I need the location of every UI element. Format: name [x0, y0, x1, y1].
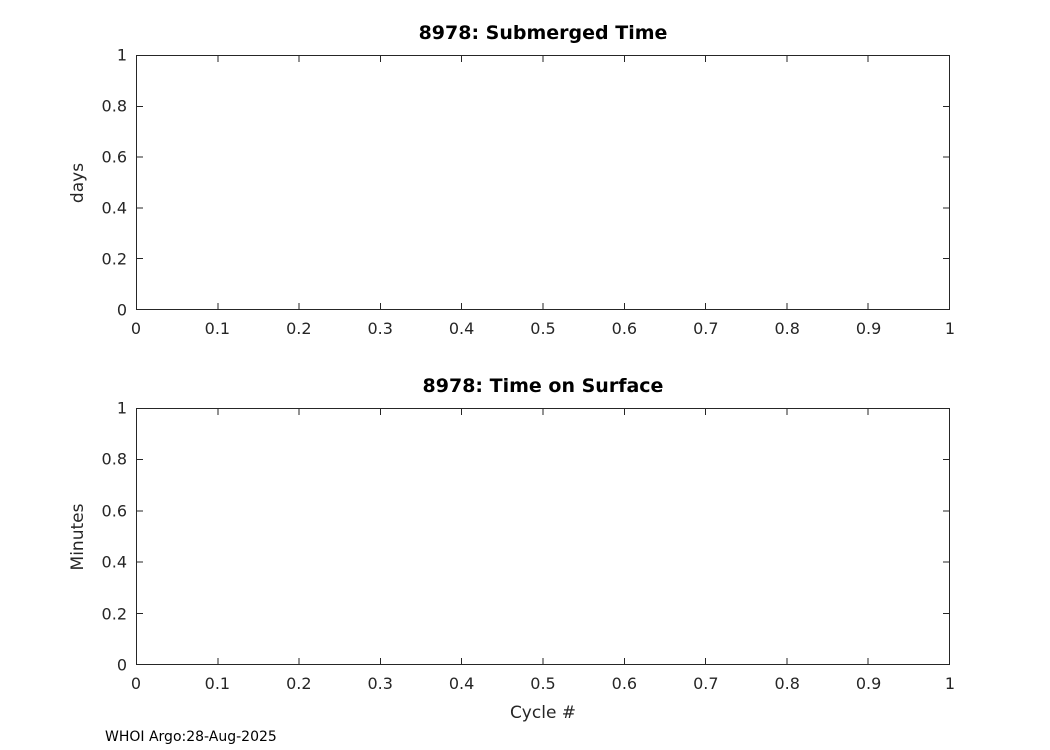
y-tick-label: 0.2 — [101, 249, 127, 269]
plot-submerged-time: 8978: Submerged Time days 0 0.2 0.4 0.6 0.8 1… — [68, 22, 955, 338]
x-tick-label: 0.8 — [774, 319, 800, 338]
x-tick-label: 0.5 — [530, 319, 556, 338]
plot-time-on-surface: 8978: Time on Surface Minutes 0 0.2 0.4 0.6… — [68, 375, 955, 723]
x-tick-label: 0.3 — [367, 674, 393, 693]
x-tick-labels: 0 0.1 0.2 0.3 0.4 0.5 0.6 0.7 0.8 0.9 1 — [131, 319, 955, 341]
axes-box — [136, 408, 950, 665]
axes-border — [136, 408, 950, 665]
y-tick-label: 0.8 — [101, 96, 127, 116]
y-tick-label: 0.2 — [101, 604, 127, 624]
y-tick-label: 0 — [116, 300, 127, 320]
y-tick-label: 1 — [116, 398, 127, 418]
x-tick-label: 0.1 — [204, 674, 231, 693]
x-tick-label: 0.3 — [367, 319, 393, 338]
x-tick-label: 0.5 — [530, 674, 556, 693]
watermark-text: WHOI Argo:28-Aug-2025 — [105, 729, 277, 745]
y-tick-label: 0.6 — [101, 147, 127, 167]
x-tick-label: 0 — [130, 674, 142, 693]
y-tick-label: 0.6 — [101, 501, 127, 521]
x-tick-label: 0.4 — [448, 674, 475, 693]
x-tick-label: 1 — [944, 674, 956, 693]
x-tick-label: 0.6 — [611, 319, 638, 338]
x-tick-label: 0.2 — [286, 319, 312, 338]
tick-marks — [136, 55, 950, 310]
x-tick-label: 0.2 — [286, 674, 312, 693]
x-tick-label: 0 — [130, 319, 142, 338]
x-tick-label: 0.8 — [774, 674, 800, 693]
x-axis-label: Cycle # — [509, 703, 577, 723]
x-tick-labels: 0 0.1 0.2 0.3 0.4 0.5 0.6 0.7 0.8 0.9 1 — [131, 674, 955, 696]
y-tick-labels: 0 0.2 0.4 0.6 0.8 1 — [67, 46, 127, 320]
x-tick-label: 0.1 — [204, 319, 231, 338]
plot-title: 8978: Time on Surface — [422, 375, 664, 397]
y-tick-labels: 0 0.2 0.4 0.6 0.8 1 — [67, 399, 127, 675]
axes-box — [136, 55, 950, 310]
x-tick-label: 0.4 — [448, 319, 475, 338]
y-tick-label: 0 — [116, 655, 127, 675]
x-tick-label: 1 — [944, 319, 956, 338]
y-tick-label: 1 — [116, 45, 127, 65]
x-tick-label: 0.9 — [855, 319, 882, 338]
axes-border — [136, 55, 950, 310]
y-tick-label: 0.4 — [101, 198, 127, 218]
x-tick-label: 0.7 — [693, 319, 719, 338]
x-tick-label: 0.7 — [693, 674, 719, 693]
plot-title: 8978: Submerged Time — [418, 22, 668, 44]
x-tick-label: 0.6 — [611, 674, 638, 693]
y-tick-label: 0.8 — [101, 449, 127, 469]
tick-marks — [136, 408, 950, 665]
y-tick-label: 0.4 — [101, 552, 127, 572]
x-tick-label: 0.9 — [855, 674, 882, 693]
